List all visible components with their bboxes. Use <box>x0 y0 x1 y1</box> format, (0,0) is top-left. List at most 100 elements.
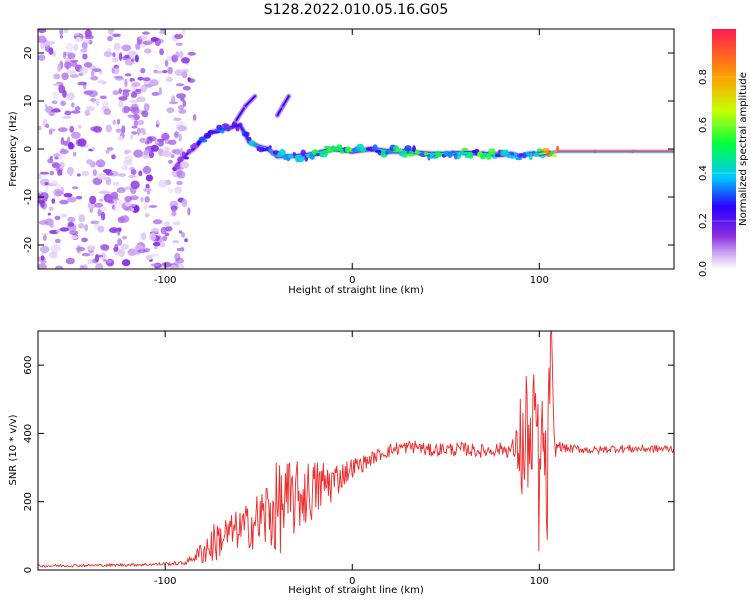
x-tick-label: 0 <box>349 275 355 286</box>
noise-speckle <box>131 58 135 62</box>
ridge-blob <box>414 149 420 155</box>
ridge-blob <box>505 149 509 156</box>
noise-speckle <box>118 52 123 61</box>
ridge-blob <box>228 126 234 130</box>
x-tick-label: 0 <box>349 576 355 587</box>
ridge-blob <box>186 149 193 153</box>
noise-speckle <box>66 92 75 101</box>
ridge-blob <box>453 152 458 160</box>
noise-speckle <box>69 125 75 133</box>
noise-speckle <box>57 169 63 176</box>
noise-speckle <box>143 150 150 155</box>
noise-speckle <box>149 233 154 241</box>
noise-speckle <box>54 215 61 221</box>
noise-speckle <box>177 263 185 269</box>
noise-speckle <box>181 29 186 36</box>
noise-speckle <box>82 53 88 60</box>
ridge-blob <box>344 146 352 153</box>
y-tick-label: -10 <box>23 189 34 205</box>
noise-speckle <box>72 186 79 190</box>
noise-speckle <box>67 216 76 223</box>
noise-speckle <box>61 72 69 81</box>
colorbar: 0.0 0.2 0.4 0.6 0.8 Normalized spectral ampl… <box>698 29 749 277</box>
noise-speckle <box>76 246 86 252</box>
ridge-blob <box>243 131 250 137</box>
noise-speckle <box>135 244 144 251</box>
ridge-blob <box>528 154 533 161</box>
noise-speckle <box>55 265 63 269</box>
x-tick-label: 100 <box>530 275 549 286</box>
noise-speckle <box>103 259 108 262</box>
noise-speckle <box>181 57 190 64</box>
noise-speckle <box>66 70 77 75</box>
noise-speckle <box>176 247 181 252</box>
noise-speckle <box>113 247 119 252</box>
noise-speckle <box>121 259 131 267</box>
noise-speckle <box>146 191 151 195</box>
ridge-blob <box>296 156 305 163</box>
x-tick-label: -100 <box>154 576 177 587</box>
noise-speckle <box>70 235 79 240</box>
noise-speckle <box>157 139 164 147</box>
noise-speckle <box>44 218 54 226</box>
ridge-blob <box>536 148 543 152</box>
noise-speckle <box>170 154 175 159</box>
noise-speckle <box>168 139 177 145</box>
noise-speckle <box>38 125 42 131</box>
noise-speckle <box>78 214 86 223</box>
noise-speckle <box>155 123 159 128</box>
noise-speckle <box>118 88 122 94</box>
ridge-blob <box>372 144 378 152</box>
noise-speckle <box>113 42 121 51</box>
noise-speckle <box>38 263 47 269</box>
y-tick-label: -20 <box>23 237 34 253</box>
noise-speckle <box>161 151 172 157</box>
noise-speckle <box>160 29 165 32</box>
noise-speckle <box>135 88 142 92</box>
noise-speckle <box>179 50 184 58</box>
noise-speckle <box>54 156 59 160</box>
snr-panel: -100 0 100 0 200 400 600 Height of straight li… <box>8 330 675 596</box>
ridge-blob <box>201 139 208 143</box>
noise-speckle <box>132 82 141 87</box>
y-tick-label: 600 <box>23 356 34 375</box>
noise-speckle <box>60 100 66 107</box>
noise-speckle <box>124 78 128 88</box>
ridge-blob <box>196 140 201 146</box>
noise-speckle <box>63 193 73 198</box>
ridge-blob <box>323 145 331 149</box>
noise-speckle <box>176 93 186 99</box>
noise-speckle <box>176 168 183 178</box>
noise-speckle <box>144 212 150 218</box>
noise-speckle <box>63 29 69 34</box>
noise-speckle <box>131 125 138 129</box>
noise-speckle <box>129 195 139 201</box>
noise-speckle <box>125 202 132 207</box>
noise-speckle <box>79 67 89 74</box>
ridge-blob <box>468 152 474 159</box>
noise-speckle <box>130 169 137 176</box>
noise-speckle <box>176 180 183 186</box>
ridge-blob <box>457 151 466 156</box>
noise-speckle <box>108 200 115 204</box>
noise-speckle <box>95 263 104 269</box>
noise-speckle <box>121 44 132 52</box>
noise-speckle <box>84 110 91 117</box>
x-tick-label: 100 <box>530 576 549 587</box>
noise-speckle <box>124 54 130 59</box>
noise-speckle <box>83 62 93 68</box>
noise-speckle <box>100 211 106 221</box>
y-tick-label: 200 <box>23 492 34 511</box>
ridge-blob <box>427 154 431 161</box>
ridge-blob <box>268 145 272 149</box>
noise-speckle <box>144 196 150 203</box>
noise-speckle <box>117 135 124 141</box>
noise-speckle <box>53 188 62 197</box>
noise-speckle <box>114 76 124 81</box>
noise-speckle <box>57 127 68 132</box>
noise-speckle <box>127 114 134 118</box>
noise-speckle <box>117 238 123 246</box>
noise-speckle <box>38 54 46 61</box>
noise-speckle <box>144 166 148 172</box>
